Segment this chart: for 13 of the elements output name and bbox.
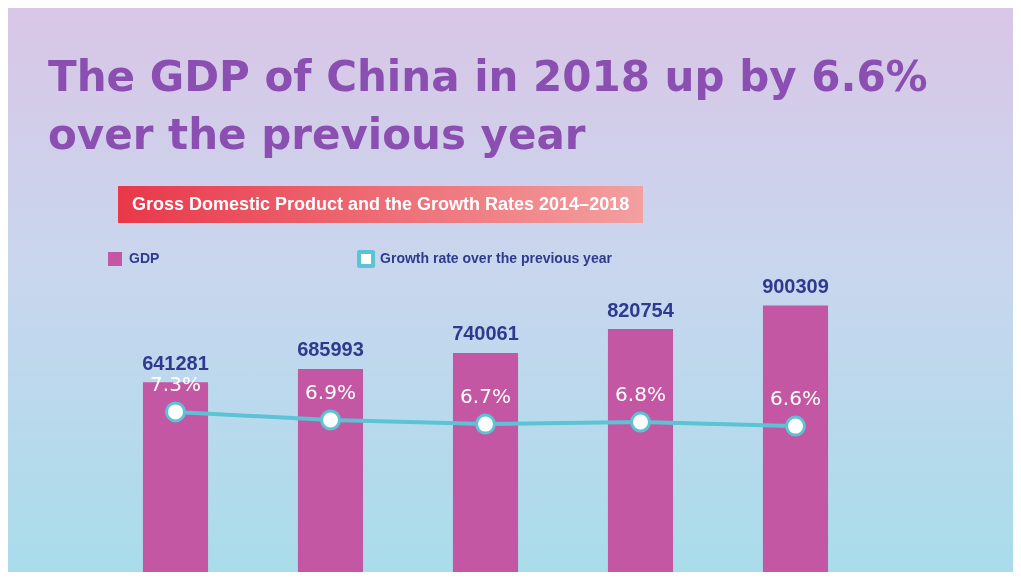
data-label: 6.6% — [770, 386, 821, 411]
data-label: 641281 — [142, 351, 209, 374]
data-label: 740061 — [452, 322, 519, 345]
data-label: 820754 — [607, 298, 675, 321]
chart-title: The GDP of China in 2018 up by 6.6% over the previous year — [47, 51, 929, 161]
chart-subtitle: Gross Domestic Product and the Growth Rates 2014–2018 — [118, 186, 644, 223]
data-label: 6.8% — [615, 382, 666, 407]
legend-label: Growth rate over the previous year — [380, 249, 613, 266]
data-label: 6.7% — [460, 384, 511, 409]
legend-label: GDP — [129, 249, 160, 266]
data-label: 6.9% — [305, 380, 356, 405]
data-label: 900309 — [762, 275, 829, 298]
data-label: 685993 — [297, 338, 364, 361]
